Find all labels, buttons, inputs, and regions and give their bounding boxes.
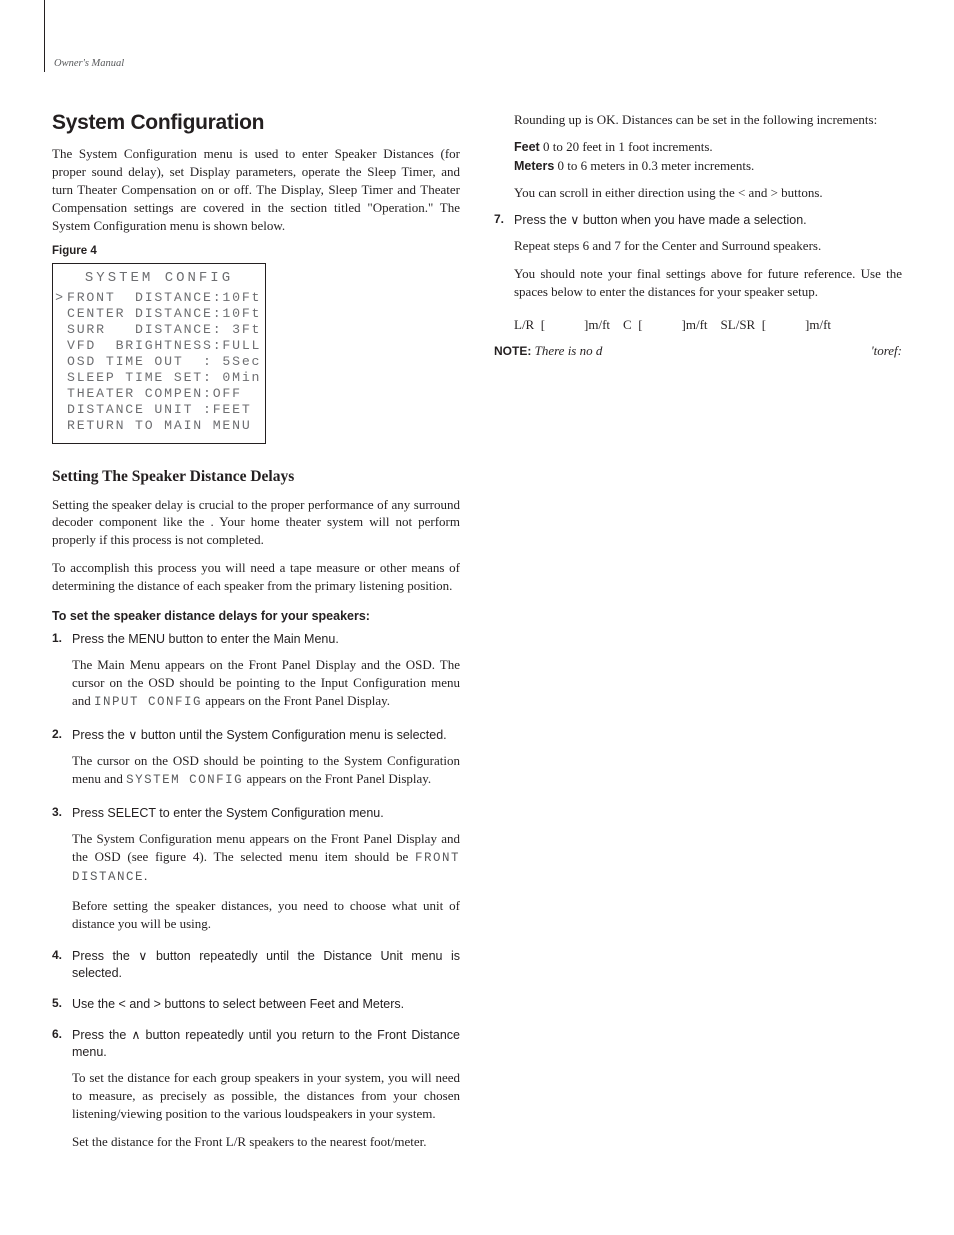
osd-menu-line: DISTANCE UNIT :FEET (53, 402, 265, 418)
step-instruction: Press the ∨ button when you have made a … (514, 212, 902, 229)
step: 2.Press the ∨ button until the System Co… (52, 727, 460, 799)
intro-paragraph: The System Configuration menu is used to… (52, 145, 460, 235)
step-detail: Before setting the speaker distances, yo… (72, 897, 460, 933)
step-detail: Repeat steps 6 and 7 for the Center and … (514, 237, 902, 255)
step-instruction: Press SELECT to enter the System Configu… (72, 805, 460, 822)
osd-menu-line: SLEEP TIME SET: 0Min (53, 370, 265, 386)
step: 5.Use the < and > buttons to select betw… (52, 996, 460, 1021)
section-title: System Configuration (52, 111, 460, 135)
step: 6.Press the ∧ button repeatedly until yo… (52, 1027, 460, 1161)
step-instruction: Press the ∨ button until the System Conf… (72, 727, 460, 744)
step: 4.Press the ∨ button repeatedly until th… (52, 948, 460, 990)
body-text: Setting the speaker delay is crucial to … (52, 496, 460, 550)
step-detail: The Main Menu appears on the Front Panel… (72, 656, 460, 711)
feet-definition: Feet 0 to 20 feet in 1 foot increments. (514, 139, 902, 155)
step-instruction: Press the ∧ button repeatedly until you … (72, 1027, 460, 1061)
body-text: Rounding up is OK. Distances can be set … (514, 111, 902, 129)
step-number: 7. (494, 212, 514, 311)
step: 1.Press the MENU button to enter the Mai… (52, 631, 460, 721)
figure-label: Figure 4 (52, 245, 460, 257)
step-instruction: Use the < and > buttons to select betwee… (72, 996, 460, 1013)
note-line: NOTE: There is no d 'toref: (494, 343, 902, 359)
page-header: Owner's Manual (54, 58, 902, 69)
step-instruction: Press the ∨ button repeatedly until the … (72, 948, 460, 982)
osd-menu-line: RETURN TO MAIN MENU (53, 418, 265, 434)
osd-menu-line: OSD TIME OUT : 5Sec (53, 354, 265, 370)
step-detail: Set the distance for the Front L/R speak… (72, 1133, 460, 1151)
step-detail: The System Configuration menu appears on… (72, 830, 460, 886)
osd-menu-line: >FRONT DISTANCE:10Ft (53, 290, 265, 306)
procedure-heading: To set the speaker distance delays for y… (52, 609, 460, 623)
body-text: You can scroll in either direction using… (514, 184, 902, 202)
step-7: 7. Press the ∨ button when you have made… (494, 212, 902, 311)
step-number: 6. (52, 1027, 72, 1161)
subsection-title: Setting The Speaker Distance Delays (52, 468, 460, 486)
osd-menu-line: SURR DISTANCE: 3Ft (53, 322, 265, 338)
step-detail: You should note your final settings abov… (514, 265, 902, 301)
step-number: 2. (52, 727, 72, 799)
osd-menu-line: THEATER COMPEN:OFF (53, 386, 265, 402)
step-number: 5. (52, 996, 72, 1021)
step-number: 4. (52, 948, 72, 990)
step-number: 1. (52, 631, 72, 721)
header-rule (44, 0, 45, 72)
distance-entry-blanks: L/R [ ]m/ft C [ ]m/ft SL/SR [ ]m/ft (514, 317, 902, 333)
osd-menu-line: VFD BRIGHTNESS:FULL (53, 338, 265, 354)
meters-definition: Meters 0 to 6 meters in 0.3 meter increm… (514, 158, 902, 174)
body-text: To accomplish this process you will need… (52, 559, 460, 595)
step-instruction: Press the MENU button to enter the Main … (72, 631, 460, 648)
osd-menu-line: CENTER DISTANCE:10Ft (53, 306, 265, 322)
step-detail: The cursor on the OSD should be pointing… (72, 752, 460, 789)
step-detail: To set the distance for each group speak… (72, 1069, 460, 1123)
step: 3.Press SELECT to enter the System Confi… (52, 805, 460, 942)
osd-title: SYSTEM CONFIG (53, 270, 265, 290)
osd-menu: SYSTEM CONFIG >FRONT DISTANCE:10FtCENTER… (52, 263, 266, 444)
step-number: 3. (52, 805, 72, 942)
